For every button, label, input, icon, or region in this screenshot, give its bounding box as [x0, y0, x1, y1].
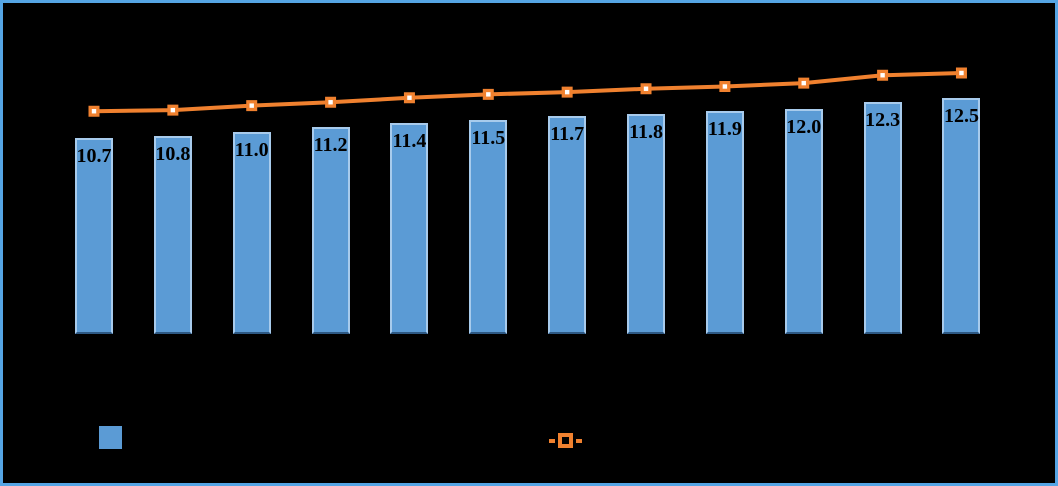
bar-data-label: 11.9 — [707, 118, 742, 141]
bar-data-label: 10.7 — [76, 145, 112, 168]
line-marker-icon — [798, 77, 810, 89]
bar — [548, 115, 587, 334]
legend-bar-swatch — [99, 426, 122, 449]
line-marker-icon — [561, 86, 573, 98]
line-path — [93, 71, 962, 114]
line-marker-center-icon — [91, 109, 97, 114]
bar — [311, 127, 350, 334]
line-marker-icon — [88, 105, 100, 117]
bar-data-label: 11.7 — [550, 122, 585, 145]
line-marker-center-icon — [564, 89, 570, 95]
line-marker-icon — [403, 92, 415, 104]
bar — [863, 102, 902, 334]
line-marker-icon — [719, 81, 731, 92]
bar — [942, 97, 981, 334]
bar — [232, 131, 271, 334]
line-marker-center-icon — [722, 84, 728, 89]
line-marker-center-icon — [407, 95, 412, 100]
bar-data-label: 11.8 — [629, 120, 663, 143]
bar-data-label: 12.3 — [865, 109, 901, 132]
line-marker-icon — [246, 100, 258, 112]
legend-line-dash-right-icon — [576, 439, 582, 443]
line-marker-center-icon — [249, 103, 254, 108]
bar — [627, 113, 666, 334]
line-marker-center-icon — [328, 100, 333, 105]
bar-data-label: 12.5 — [943, 104, 979, 127]
legend-line-marker-icon — [558, 433, 573, 448]
bar — [75, 138, 113, 334]
line-marker-center-icon — [801, 80, 806, 86]
line-marker-center-icon — [486, 92, 491, 97]
line-marker-center-icon — [959, 70, 964, 76]
bar — [390, 122, 429, 334]
bar — [705, 111, 744, 334]
line-marker-center-icon — [643, 86, 649, 91]
line-marker-icon — [482, 88, 494, 100]
bar-data-label: 11.4 — [392, 129, 427, 152]
line-marker-icon — [955, 67, 967, 79]
line-marker-icon — [325, 96, 337, 108]
bar-data-label: 11.5 — [471, 127, 506, 150]
bar — [153, 136, 192, 334]
legend-line-swatch — [549, 430, 582, 451]
bar-data-label: 10.8 — [155, 143, 191, 165]
bar-data-label: 11.0 — [234, 138, 269, 161]
line-marker-icon — [167, 104, 179, 116]
line-marker-icon — [877, 69, 889, 81]
line-marker-center-icon — [880, 73, 885, 78]
bar-data-label: 12.0 — [786, 116, 822, 138]
bar — [784, 109, 823, 334]
line-marker-icon — [640, 83, 652, 95]
bar-data-label: 11.2 — [313, 134, 348, 156]
legend-line-dash-left-icon — [549, 439, 555, 443]
bar — [469, 120, 508, 334]
line-marker-center-icon — [170, 107, 176, 113]
